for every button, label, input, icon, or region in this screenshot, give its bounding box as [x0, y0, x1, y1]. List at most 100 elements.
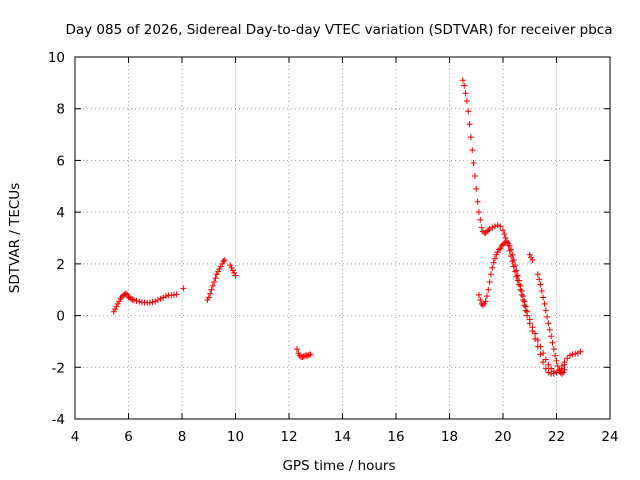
data-point	[461, 82, 468, 89]
data-point	[493, 251, 500, 258]
series-arc3	[227, 262, 239, 279]
data-point	[478, 224, 485, 231]
data-point	[518, 288, 525, 295]
data-point	[475, 291, 482, 298]
data-point	[487, 271, 494, 278]
series-arc7	[526, 251, 536, 263]
data-point	[209, 282, 216, 289]
x-tick-label: 20	[494, 429, 511, 445]
data-point	[173, 291, 180, 298]
y-tick-label: 4	[56, 205, 65, 221]
data-point	[534, 337, 541, 344]
data-point	[146, 299, 153, 306]
data-point	[307, 351, 314, 358]
plot-frame	[74, 56, 611, 420]
data-point	[497, 223, 504, 230]
data-points	[110, 77, 584, 377]
data-point	[510, 256, 517, 263]
data-point	[524, 308, 531, 315]
y-tick-label: 10	[48, 50, 65, 66]
data-point	[526, 251, 533, 258]
data-point	[477, 216, 484, 223]
data-point	[512, 268, 519, 275]
series-arc1-tail	[180, 285, 187, 292]
series-arc5	[459, 77, 584, 377]
data-point	[466, 121, 473, 128]
data-point	[537, 281, 544, 288]
data-point	[207, 290, 214, 297]
data-point	[506, 247, 513, 254]
data-point	[549, 339, 556, 346]
y-tick-label: -4	[52, 412, 65, 428]
data-point	[528, 254, 535, 261]
data-point	[294, 346, 301, 353]
data-point	[485, 286, 492, 293]
data-point	[304, 352, 311, 359]
data-point	[490, 259, 497, 266]
x-tick-label: 10	[227, 429, 244, 445]
data-point	[569, 351, 576, 358]
data-point	[231, 269, 238, 276]
y-tick-label: 6	[56, 153, 65, 169]
data-point	[296, 352, 303, 359]
data-point	[532, 335, 539, 342]
data-point	[467, 134, 474, 141]
data-point	[529, 324, 536, 331]
data-point	[537, 343, 544, 350]
data-point	[510, 263, 517, 270]
data-point	[556, 366, 563, 373]
data-point	[128, 295, 135, 302]
data-point	[526, 316, 533, 323]
data-point	[482, 229, 489, 236]
data-point	[566, 352, 573, 359]
data-point	[534, 271, 541, 278]
data-point	[561, 366, 568, 373]
data-point	[540, 359, 547, 366]
data-point	[485, 227, 492, 234]
data-point	[213, 271, 220, 278]
data-point	[512, 262, 519, 269]
data-point	[470, 160, 477, 167]
data-point	[110, 308, 117, 315]
data-point	[300, 353, 307, 360]
data-point	[517, 282, 524, 289]
data-point	[553, 357, 560, 364]
data-point	[500, 241, 506, 248]
data-point	[516, 277, 523, 284]
data-point	[481, 300, 488, 307]
data-point	[542, 356, 549, 363]
data-point	[550, 368, 557, 375]
data-point	[537, 351, 544, 358]
data-point	[494, 222, 501, 229]
data-point	[469, 147, 476, 154]
data-point	[204, 297, 211, 304]
data-point	[160, 294, 167, 301]
data-point	[542, 365, 549, 372]
x-axis-label: GPS time / hours	[282, 458, 395, 474]
data-point	[474, 198, 481, 205]
data-point	[513, 273, 520, 280]
data-point	[113, 303, 120, 310]
data-point	[506, 242, 513, 249]
data-point	[479, 302, 486, 309]
data-point	[483, 228, 490, 235]
data-point	[513, 267, 520, 274]
data-point	[574, 350, 581, 357]
series-arc1	[110, 290, 180, 315]
series-arc6	[475, 238, 568, 376]
data-point	[489, 264, 496, 271]
data-point	[540, 294, 547, 301]
data-point	[116, 298, 123, 305]
data-point	[211, 278, 218, 285]
data-point	[491, 223, 498, 230]
data-point	[152, 298, 159, 305]
data-point	[462, 90, 469, 97]
data-point	[572, 350, 579, 357]
data-point	[538, 288, 545, 295]
data-point	[521, 298, 528, 305]
x-tick-label: 24	[601, 429, 618, 445]
data-point	[560, 369, 567, 376]
series-arc2	[204, 256, 228, 304]
data-point	[545, 320, 552, 327]
